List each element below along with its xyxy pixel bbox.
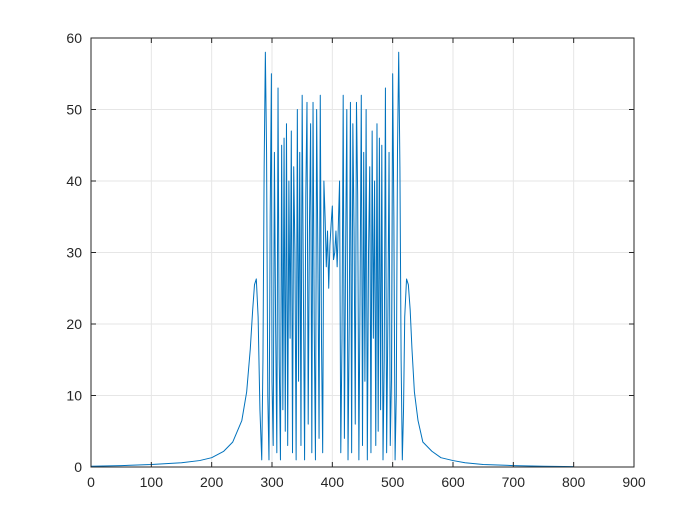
x-tick-label: 500 (381, 474, 405, 490)
y-tick-label: 50 (66, 102, 82, 118)
y-tick-label: 10 (66, 388, 82, 404)
x-tick-labels: 0 100 200 300 400 500 600 700 800 900 (87, 474, 646, 490)
series-line (90, 51, 574, 468)
ticks (90, 37, 635, 468)
y-tick-label: 60 (66, 30, 82, 46)
x-tick-label: 600 (441, 474, 465, 490)
x-tick-label: 100 (140, 474, 164, 490)
y-tick-labels: 0 10 20 30 40 50 60 (66, 30, 82, 475)
x-tick-label: 900 (622, 474, 646, 490)
x-tick-label: 200 (200, 474, 224, 490)
x-tick-label: 300 (260, 474, 284, 490)
y-tick-label: 30 (66, 245, 82, 261)
y-tick-label: 20 (66, 316, 82, 332)
x-tick-label: 0 (87, 474, 95, 490)
y-tick-label: 0 (74, 459, 82, 475)
y-tick-label: 40 (66, 173, 82, 189)
x-tick-label: 800 (562, 474, 586, 490)
x-tick-label: 400 (321, 474, 345, 490)
x-tick-label: 700 (502, 474, 526, 490)
